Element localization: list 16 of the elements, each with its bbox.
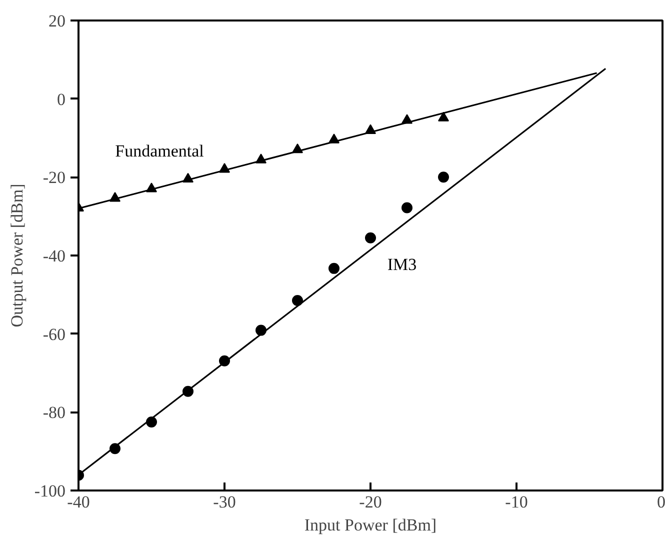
x-tick-label: -30 (213, 492, 236, 512)
x-tick-label: -40 (67, 492, 90, 512)
x-axis-title: Input Power [dBm] (304, 516, 437, 534)
x-tick-label: 0 (657, 492, 665, 512)
y-tick-label: -80 (42, 403, 66, 422)
x-tick-label: -20 (359, 492, 382, 512)
y-tick-label: -100 (34, 482, 66, 500)
y-tick-label: -40 (42, 246, 66, 266)
series-label: IM3 (387, 254, 417, 274)
x-tick-label: -10 (505, 492, 528, 512)
y-tick-label: -20 (42, 168, 66, 188)
y-tick-label: 20 (48, 12, 66, 30)
y-axis-title: Output Power [dBm] (7, 184, 26, 328)
y-tick-label: -60 (42, 324, 66, 344)
y-tick-label: 0 (57, 90, 66, 109)
series-label: Fundamental (115, 141, 204, 160)
